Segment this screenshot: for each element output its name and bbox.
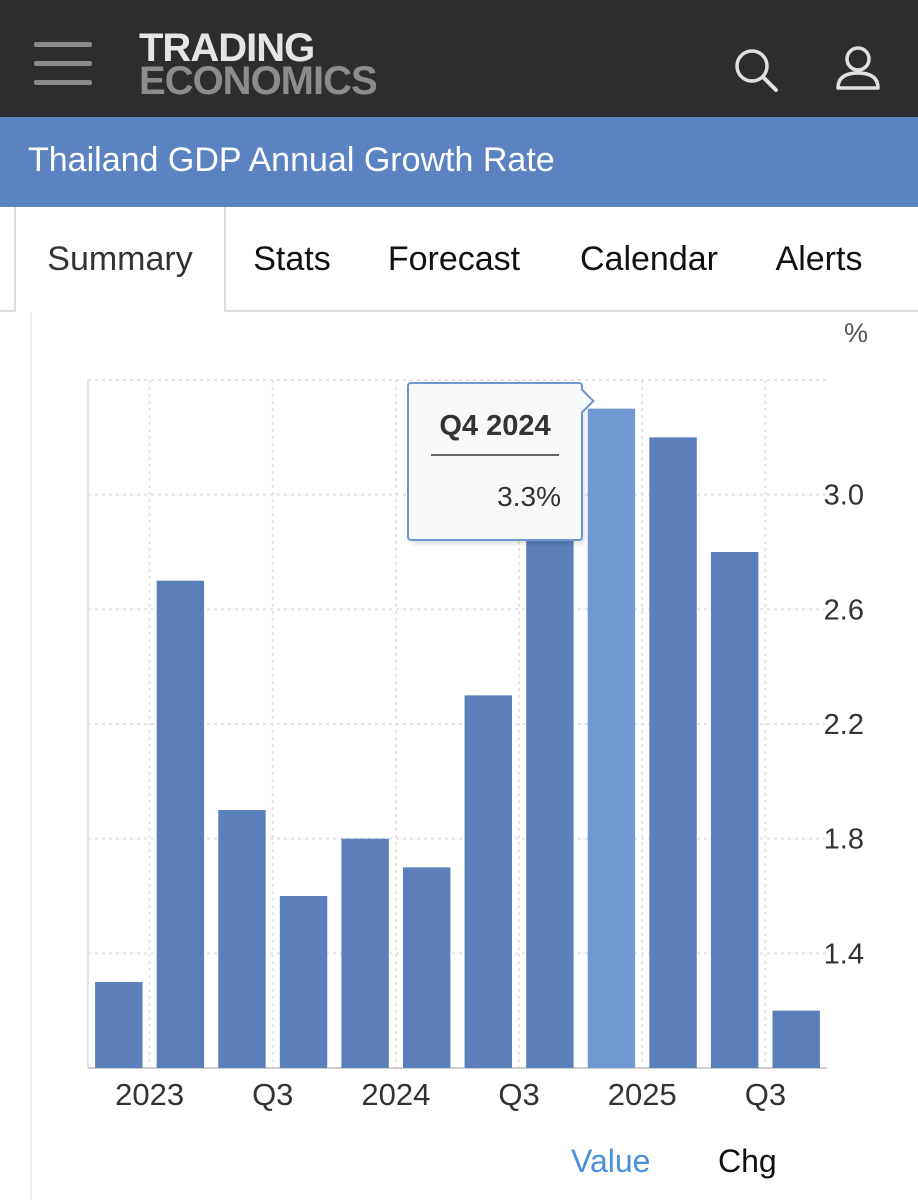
bar-q1-2025[interactable]	[649, 437, 697, 1068]
chg-toggle-button[interactable]: Chg	[718, 1143, 777, 1179]
page-title: Thailand GDP Annual Growth Rate	[28, 141, 555, 179]
y-axis-unit-label: %	[844, 318, 868, 348]
tooltip-value: 3.3%	[497, 481, 561, 512]
chart-area	[0, 312, 918, 1200]
logo-text-bottom: ECONOMICS	[139, 59, 378, 103]
tab-forecast[interactable]: Forecast	[387, 240, 521, 278]
x-tick-label: 2025	[608, 1077, 677, 1112]
tooltip-divider	[431, 454, 559, 456]
trading-economics-logo[interactable]: TRADING ECONOMICS	[139, 26, 378, 103]
y-tick-label: 2.6	[824, 594, 864, 626]
y-tick-label: 1.8	[824, 824, 864, 856]
bar-q1-2024[interactable]	[402, 867, 451, 1068]
bar-q2-2023[interactable]	[218, 810, 266, 1068]
x-tick-label: Q3	[252, 1077, 293, 1112]
search-icon[interactable]	[732, 46, 780, 94]
y-tick-label: 3.0	[824, 480, 864, 512]
logo-text-top: TRADING	[139, 26, 315, 70]
bar-q3-2023[interactable]	[279, 896, 328, 1068]
y-tick-label: 2.2	[824, 709, 864, 741]
chart-bars	[95, 408, 820, 1069]
x-tick-label: 2023	[115, 1077, 184, 1112]
y-axis-ticks: 1.4 1.8 2.2 2.6 3.0	[824, 480, 864, 971]
x-tick-label: Q3	[498, 1077, 539, 1112]
tab-bar: Summary Stats Forecast Calendar Alerts	[0, 207, 918, 312]
bar-q4-2024[interactable]	[587, 408, 636, 1069]
x-axis-ticks: 2023 Q3 2024 Q3 2025 Q3	[115, 1077, 786, 1112]
tab-summary[interactable]: Summary	[14, 207, 226, 312]
bar-q3-2024[interactable]	[526, 494, 574, 1069]
user-icon[interactable]	[834, 44, 882, 92]
bar-q4-2023[interactable]	[341, 838, 389, 1068]
bar-q2-2025[interactable]	[710, 552, 759, 1068]
chart-tooltip: Q4 2024 3.3%	[407, 382, 595, 541]
y-tick-label: 1.4	[824, 938, 864, 970]
top-header: TRADING ECONOMICS	[0, 0, 918, 117]
x-tick-label: 2024	[361, 1077, 430, 1112]
x-tick-label: Q3	[745, 1077, 786, 1112]
bar-q3-2025[interactable]	[772, 1010, 820, 1068]
title-bar: Thailand GDP Annual Growth Rate	[0, 117, 918, 207]
tab-calendar[interactable]: Calendar	[580, 240, 718, 278]
tab-divider	[0, 310, 918, 312]
tooltip-period: Q4 2024	[439, 410, 551, 442]
side-divider	[30, 312, 32, 1200]
tab-stats[interactable]: Stats	[253, 240, 331, 278]
value-toggle-button[interactable]: Value	[571, 1143, 651, 1179]
hamburger-menu-icon[interactable]	[34, 42, 92, 86]
bar-q4-2022[interactable]	[95, 982, 143, 1068]
bar-q1-2023[interactable]	[156, 580, 205, 1068]
bar-q2-2024[interactable]	[464, 695, 513, 1068]
tab-alerts[interactable]: Alerts	[775, 240, 863, 278]
